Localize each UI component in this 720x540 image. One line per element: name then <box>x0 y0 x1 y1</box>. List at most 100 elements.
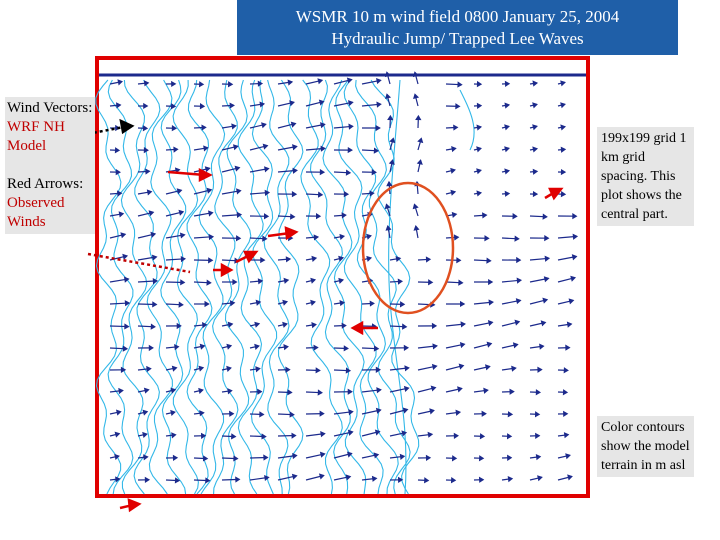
wind-vector-head <box>532 124 538 131</box>
wind-vector-head <box>205 477 211 484</box>
wind-vector-head <box>544 235 550 242</box>
wind-vector-head <box>458 363 465 370</box>
wind-vector-head <box>460 300 466 308</box>
wind-vector-head <box>385 93 392 100</box>
wind-vector-head <box>231 433 237 440</box>
wind-vector-head <box>560 80 566 87</box>
wind-vector-head <box>450 167 456 174</box>
wind-vector-head <box>171 365 178 372</box>
wind-vector-head <box>318 99 325 106</box>
note-box: 199x199 grid 1 km grid spacing. This plo… <box>597 127 694 226</box>
wind-vector-head <box>203 145 209 152</box>
wind-vector-head <box>338 277 345 284</box>
wind-vector-head <box>176 322 182 330</box>
wind-vector-head <box>202 322 208 329</box>
wind-vector-head <box>451 455 458 462</box>
contour-line <box>459 89 475 151</box>
wind-vector-head <box>542 213 548 220</box>
wind-vector-head <box>170 387 177 394</box>
wind-vector-head <box>257 80 264 87</box>
wind-vector-head <box>319 410 325 417</box>
wind-vector-head <box>516 277 523 284</box>
wind-vector-head <box>235 235 242 242</box>
wind-vector-head <box>481 410 487 417</box>
observed-arrow-head <box>220 262 234 278</box>
wind-vector-head <box>376 101 382 108</box>
wind-vector-head <box>401 430 408 437</box>
wind-vector-head <box>178 301 184 308</box>
wind-vector-head <box>486 341 493 348</box>
contour-line <box>212 79 239 495</box>
wind-vector-head <box>142 409 149 416</box>
wind-vector-head <box>487 319 494 327</box>
wind-vector-head <box>117 190 123 197</box>
title-line: Hydraulic Jump/ Trapped Lee Waves <box>331 29 584 48</box>
wind-vector-head <box>318 473 325 480</box>
wind-vector-head <box>287 389 293 396</box>
wind-vector-head <box>123 276 130 283</box>
wind-vector-head <box>484 235 490 242</box>
wind-vector-head <box>206 187 213 194</box>
contour-line <box>370 79 420 495</box>
wind-vector-head <box>202 455 209 462</box>
wind-vector-head <box>201 124 207 131</box>
wind-vector-head <box>144 476 151 483</box>
wind-vector-head <box>571 254 578 261</box>
pointer-observed <box>87 252 191 274</box>
wind-vector-head <box>386 180 393 187</box>
wind-vector-head <box>532 102 538 109</box>
wind-vector-head <box>431 322 438 330</box>
contour-line <box>250 79 278 495</box>
wind-vector-head <box>264 213 270 220</box>
wind-vector-head <box>347 429 354 436</box>
wind-vector-head <box>236 211 243 218</box>
wind-vector-head <box>375 407 382 414</box>
wind-vector-head <box>544 255 551 262</box>
wind-vector-head <box>152 277 159 285</box>
wind-vector-head <box>476 146 482 153</box>
wind-vector-head <box>539 343 545 350</box>
wind-vector-head <box>402 323 408 330</box>
contour-line <box>198 79 226 495</box>
wind-vector-head <box>563 367 569 374</box>
wind-vector-head <box>290 121 297 128</box>
wind-vector-head <box>254 321 261 328</box>
wind-vector-head <box>413 225 420 231</box>
wind-vector-head <box>397 278 404 285</box>
wind-vector-head <box>145 168 151 175</box>
wind-vector-head <box>373 345 380 352</box>
wind-vector-head <box>476 190 483 197</box>
wind-vector-head <box>376 77 382 85</box>
contour-line <box>277 79 304 495</box>
wind-vector-head <box>291 432 297 439</box>
wind-vector-head <box>227 81 234 88</box>
wind-vector-head <box>509 388 515 395</box>
wind-vector-head <box>343 345 349 352</box>
wind-vector-head <box>262 235 268 242</box>
wind-vector-head <box>313 234 320 241</box>
wind-vector-head <box>562 389 569 396</box>
wind-vector-head <box>535 389 542 396</box>
wind-vector-head <box>150 231 157 238</box>
wind-vector-head <box>560 124 567 131</box>
wind-vector-head <box>179 232 186 239</box>
wind-vector-head <box>453 124 459 131</box>
legend-label: Red Arrows: <box>7 176 84 192</box>
wind-vector-head <box>566 321 573 328</box>
wind-vector-head <box>572 233 579 240</box>
wind-vector-head <box>117 79 124 86</box>
note-box: Color contours show the model terrain in… <box>597 416 694 477</box>
wind-vector-head <box>397 476 404 483</box>
wind-vector-head <box>429 408 435 415</box>
wind-vector-head <box>232 278 238 286</box>
wind-vector-head <box>171 432 177 439</box>
wind-vector-head <box>567 474 573 481</box>
wind-vector-head <box>384 203 391 210</box>
wind-vector-head <box>227 321 234 328</box>
wind-vector-head <box>227 388 233 395</box>
wind-vector-head <box>180 279 186 286</box>
wind-vector-head <box>208 210 214 217</box>
wind-vector-head <box>511 365 517 372</box>
wind-vector-head <box>152 301 158 308</box>
wind-vector-head <box>453 234 460 241</box>
